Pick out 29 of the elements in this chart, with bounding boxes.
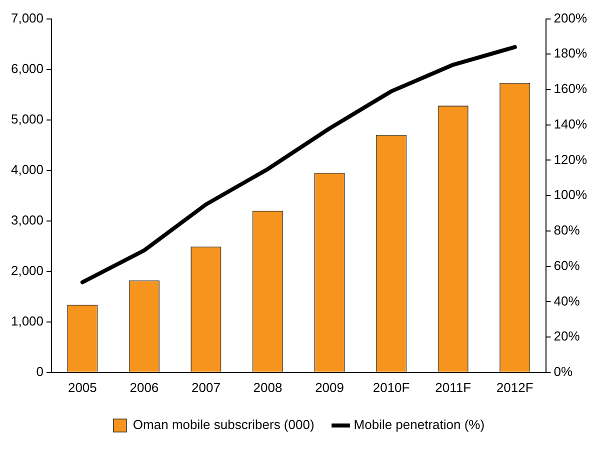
y-tick-label: 6,000 xyxy=(10,60,44,76)
y2-tick-label: 140% xyxy=(554,116,588,132)
x-tick-label: 2009 xyxy=(315,380,344,395)
y-tick-label: 5,000 xyxy=(10,111,44,126)
y-tick-label: 7,000 xyxy=(10,10,44,26)
y2-tick-label: 100% xyxy=(554,187,588,202)
y-tick-label: 0 xyxy=(36,364,44,379)
x-tick-label: 2011F xyxy=(435,380,472,395)
y-tick-label: 3,000 xyxy=(10,212,44,228)
legend-label: Oman mobile subscribers (000) xyxy=(132,417,314,432)
x-tick-label: 2008 xyxy=(253,380,282,395)
y-tick-label: 2,000 xyxy=(10,262,44,278)
x-tick-label: 2007 xyxy=(192,380,220,395)
y2-tick-label: 60% xyxy=(554,258,580,273)
y2-tick-label: 80% xyxy=(554,222,580,238)
y2-tick-label: 180% xyxy=(554,46,588,61)
y2-tick-label: 20% xyxy=(554,328,580,344)
y2-tick-label: 0% xyxy=(554,364,573,379)
y2-tick-label: 200% xyxy=(554,10,588,26)
y-tick-label: 1,000 xyxy=(10,313,44,328)
y-tick-label: 4,000 xyxy=(10,162,44,177)
x-tick-label: 2010F xyxy=(372,380,410,395)
x-tick-label: 2006 xyxy=(130,380,159,395)
legend-label: Mobile penetration (%) xyxy=(354,417,485,432)
y2-tick-label: 120% xyxy=(554,152,588,167)
y2-tick-label: 160% xyxy=(554,81,588,96)
y2-tick-label: 40% xyxy=(554,293,580,308)
x-tick-label: 2012F xyxy=(496,380,534,395)
x-tick-label: 2005 xyxy=(68,380,97,395)
